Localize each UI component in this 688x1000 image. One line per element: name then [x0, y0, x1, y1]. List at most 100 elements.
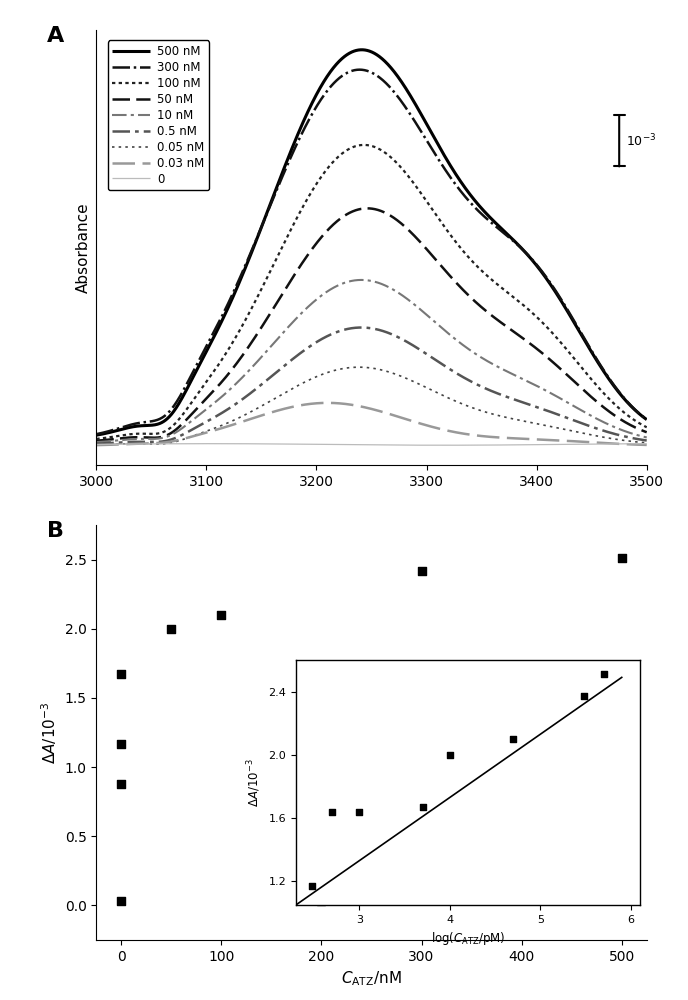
Y-axis label: $\Delta A/10^{-3}$: $\Delta A/10^{-3}$: [245, 758, 263, 807]
0.05 nM: [526, 416, 534, 428]
0: [208, 438, 216, 450]
0: [643, 438, 651, 450]
100 nM: [92, 433, 100, 445]
300 nM: [360, 64, 368, 76]
0.03 nM: [92, 439, 100, 451]
Line: 50 nM: 50 nM: [96, 208, 647, 441]
500 nM: [92, 429, 100, 441]
500 nM: [526, 252, 534, 264]
Legend: 500 nM, 300 nM, 100 nM, 50 nM, 10 nM, 0.5 nM, 0.05 nM, 0.03 nM, 0: 500 nM, 300 nM, 100 nM, 50 nM, 10 nM, 0.…: [108, 40, 209, 190]
Point: [307, 878, 318, 894]
300 nM: [627, 400, 635, 412]
0.5 nM: [360, 322, 368, 334]
0.5 nM: [627, 432, 635, 444]
Point: [216, 607, 227, 623]
10 nM: [120, 434, 129, 446]
0.05 nM: [627, 435, 635, 447]
Point: [444, 747, 455, 763]
Point: [166, 621, 177, 637]
Point: [116, 893, 127, 909]
Point: [327, 804, 338, 820]
50 nM: [92, 435, 100, 447]
50 nM: [526, 338, 534, 350]
0.03 nM: [643, 439, 651, 451]
Text: $10^{-3}$: $10^{-3}$: [626, 133, 656, 149]
0: [438, 439, 447, 451]
Point: [354, 804, 365, 820]
300 nM: [526, 251, 534, 263]
0.03 nM: [360, 401, 368, 413]
0.5 nM: [627, 432, 635, 444]
Point: [616, 550, 627, 566]
10 nM: [345, 275, 354, 287]
50 nM: [345, 207, 354, 219]
50 nM: [627, 419, 635, 431]
Point: [508, 731, 519, 747]
100 nM: [120, 429, 129, 441]
Point: [417, 799, 428, 815]
Line: 0.5 nM: 0.5 nM: [96, 328, 647, 444]
0.05 nM: [354, 361, 363, 373]
50 nM: [120, 432, 129, 444]
Line: 0.03 nM: 0.03 nM: [96, 403, 647, 445]
50 nM: [363, 202, 372, 214]
Point: [516, 666, 527, 682]
Line: 0.05 nM: 0.05 nM: [96, 367, 647, 445]
0: [627, 438, 635, 450]
Text: A: A: [47, 26, 64, 46]
100 nM: [345, 143, 354, 155]
0.5 nM: [120, 436, 129, 448]
500 nM: [120, 423, 129, 435]
0.05 nM: [360, 361, 368, 373]
Line: 100 nM: 100 nM: [96, 145, 647, 439]
0.03 nM: [323, 397, 332, 409]
500 nM: [643, 414, 651, 426]
Point: [416, 563, 427, 579]
Y-axis label: Absorbance: Absorbance: [76, 202, 91, 293]
50 nM: [360, 203, 368, 215]
Line: 300 nM: 300 nM: [96, 70, 647, 434]
Point: [598, 666, 609, 682]
Line: 10 nM: 10 nM: [96, 280, 647, 442]
300 nM: [120, 421, 129, 433]
0.5 nM: [643, 435, 651, 447]
0.03 nM: [345, 399, 354, 411]
0: [360, 439, 368, 451]
50 nM: [627, 419, 635, 431]
0.5 nM: [357, 322, 365, 334]
10 nM: [627, 427, 635, 439]
0.5 nM: [92, 438, 100, 450]
100 nM: [360, 139, 368, 151]
500 nM: [345, 47, 354, 59]
Line: 0: 0: [96, 444, 647, 445]
0.03 nM: [627, 438, 635, 450]
Line: 500 nM: 500 nM: [96, 50, 647, 435]
10 nM: [357, 274, 365, 286]
Point: [316, 893, 327, 909]
0: [92, 438, 100, 450]
Y-axis label: $\Delta A/10^{-3}$: $\Delta A/10^{-3}$: [39, 701, 59, 764]
300 nM: [627, 399, 635, 411]
10 nM: [526, 376, 534, 388]
0: [345, 439, 354, 451]
100 nM: [643, 421, 651, 433]
Point: [578, 688, 589, 704]
100 nM: [627, 412, 635, 424]
0.05 nM: [120, 438, 129, 450]
Point: [116, 776, 127, 792]
300 nM: [345, 66, 354, 78]
10 nM: [360, 274, 368, 286]
500 nM: [360, 44, 368, 56]
0.05 nM: [627, 435, 635, 447]
0.05 nM: [345, 362, 354, 374]
Point: [116, 666, 127, 682]
300 nM: [356, 64, 364, 76]
10 nM: [92, 436, 100, 448]
0.5 nM: [345, 323, 354, 335]
Point: [116, 736, 127, 752]
0: [526, 439, 535, 451]
0.03 nM: [627, 438, 635, 450]
0.03 nM: [120, 438, 129, 450]
0.03 nM: [526, 433, 534, 445]
100 nM: [526, 305, 534, 317]
